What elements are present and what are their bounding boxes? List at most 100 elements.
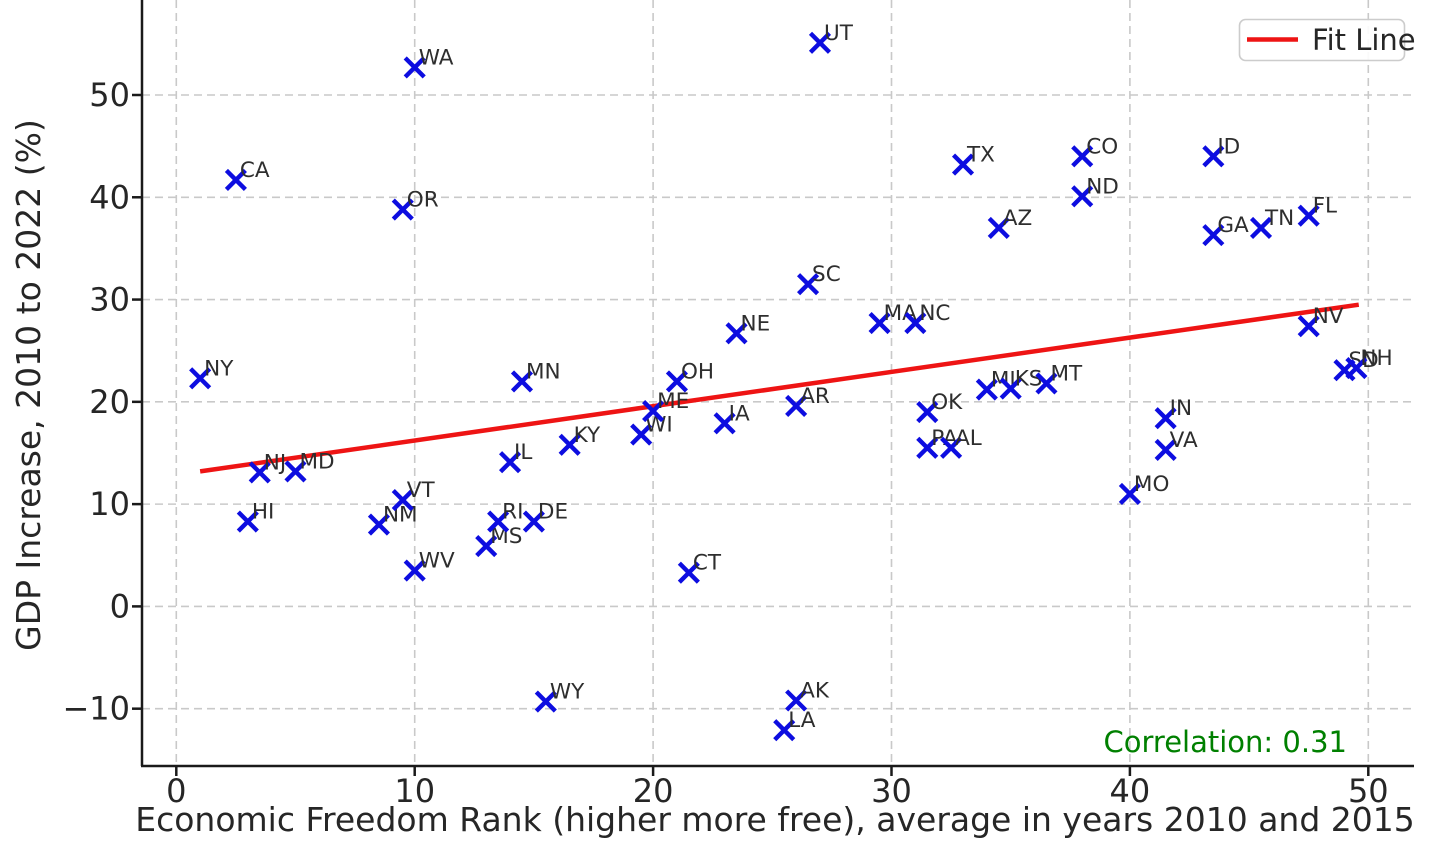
point-label-MD: MD [300,449,335,474]
scatter-marker-KY [558,433,581,456]
x-tick-label-50: 50 [1348,772,1389,810]
point-label-ID: ID [1217,134,1240,159]
scatter-marker-SC [797,273,820,296]
scatter-marker-MI [975,378,998,401]
scatter-marker-CT [677,561,700,584]
scatter-marker-ME [642,399,665,423]
point-label-AZ: AZ [1003,206,1032,231]
point-label-VA: VA [1170,428,1198,453]
point-label-NV: NV [1313,304,1344,329]
point-label-CT: CT [693,551,722,576]
point-label-NE: NE [741,311,771,336]
scatter-marker-MN [510,370,534,393]
point-label-AR: AR [800,384,830,409]
correlation-annotation: Correlation: 0.31 [1104,725,1347,759]
point-label-ME: ME [657,389,689,414]
scatter-marker-LA [773,719,796,742]
scatter-marker-MA [868,312,891,335]
point-label-KS: KS [1015,367,1043,392]
x-tick-label-40: 40 [1110,772,1151,810]
point-label-IL: IL [514,440,532,465]
point-label-NY: NY [204,356,234,381]
point-label-ND: ND [1086,174,1119,199]
y-tick-label-20: 20 [89,383,130,421]
y-tick-label-10: 10 [89,485,130,523]
scatter-marker-IA [713,412,736,435]
point-label-WV: WV [419,549,455,574]
point-label-NC: NC [919,301,950,326]
scatter-marker-WI [630,423,653,446]
point-label-NJ: NJ [264,450,286,475]
point-label-AK: AK [800,678,830,703]
scatter-marker-AK [785,689,808,712]
point-label-MT: MT [1050,361,1083,386]
point-label-NH: NH [1360,346,1392,371]
point-label-OH: OH [681,359,714,384]
scatter-marker-NM [367,513,390,536]
scatter-marker-MD [284,460,307,483]
point-label-SC: SC [812,262,841,287]
scatter-marker-ID [1202,145,1225,168]
point-label-FL: FL [1313,194,1337,219]
scatter-marker-IN [1154,407,1177,430]
scatter-marker-DE [522,510,545,533]
scatter-marker-FL [1297,204,1320,227]
point-label-MO: MO [1134,472,1169,497]
point-label-WA: WA [419,45,454,70]
x-tick-label-0: 0 [166,772,186,810]
legend-label: Fit Line [1312,23,1416,57]
scatter-marker-WY [534,690,557,713]
y-tick-label-30: 30 [89,281,130,319]
scatter-marker-ND [1071,185,1094,208]
point-label-NM: NM [383,503,418,528]
point-label-TX: TX [966,143,995,168]
point-label-IA: IA [729,401,750,426]
y-tick-label-40: 40 [89,178,130,216]
point-label-GA: GA [1217,213,1249,238]
point-label-OK: OK [931,390,963,415]
scatter-marker-OR [391,198,414,221]
point-label-OR: OR [407,188,439,213]
x-axis-label: Economic Freedom Rank (higher more free)… [135,800,1415,839]
y-tick-label--10: −10 [62,690,130,728]
scatter-marker-GA [1202,224,1225,247]
point-label-VT: VT [407,478,436,503]
scatter-marker-MS [475,534,498,558]
point-label-RI: RI [502,500,523,525]
scatter-marker-UT [808,31,832,54]
scatter-marker-OH [665,370,688,393]
scatter-marker-RI [487,510,510,533]
scatter-marker-VA [1154,438,1177,461]
scatter-marker-OK [916,401,939,424]
legend: Fit Line [1238,18,1416,62]
grid-layer [142,0,1414,766]
x-tick-label-30: 30 [871,772,912,810]
scatter-marker-PA [916,436,939,459]
scatter-marker-AR [785,394,808,417]
x-tick-label-10: 10 [394,772,435,810]
scatter-marker-NC [904,312,927,335]
point-label-WY: WY [550,680,585,705]
scatter-marker-MO [1118,482,1141,505]
point-label-UT: UT [824,21,854,46]
scatter-marker-NJ [248,461,271,484]
scatter-marker-VT [391,488,414,512]
point-label-LA: LA [788,708,815,733]
scatter-marker-NE [725,322,748,345]
point-label-HI: HI [252,500,275,525]
point-label-KY: KY [574,423,601,448]
scatter-marker-AL [940,436,963,459]
scatter-marker-TX [951,153,975,176]
fit-line [199,302,1360,474]
scatter-marker-CO [1071,145,1094,168]
y-tick-label-50: 50 [89,76,130,114]
point-label-MN: MN [526,359,561,384]
legend-box [1238,18,1406,62]
x-tick-label-20: 20 [633,772,674,810]
scatter-marker-NY [189,367,212,390]
scatter-marker-NH [1345,357,1368,380]
scatter-marker-AZ [987,216,1010,240]
scatter-marker-HI [236,510,259,533]
